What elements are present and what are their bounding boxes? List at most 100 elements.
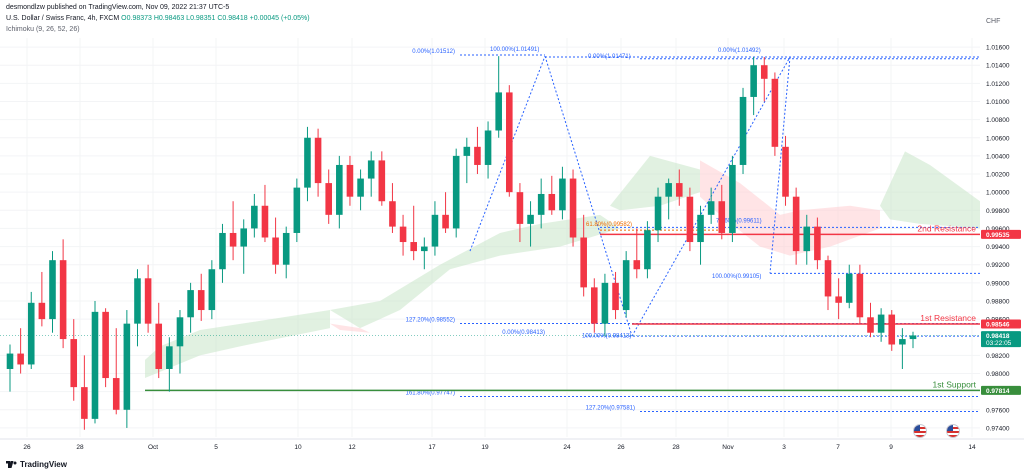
price-tick-label: 0.97600 bbox=[986, 407, 1010, 414]
price-axis: 1.01600 1.01400 1.01200 1.01000 1.00800 1.006… bbox=[980, 0, 1024, 475]
indicator-legend[interactable]: Ichimoku (9, 26, 52, 26) bbox=[6, 26, 80, 33]
price-tick-label: 0.99600 bbox=[986, 226, 1010, 233]
ohlc-open: O0.98373 bbox=[121, 15, 152, 22]
candle-body bbox=[304, 137, 311, 188]
candle-body bbox=[272, 237, 279, 265]
candle-body bbox=[803, 226, 811, 252]
chart-grid bbox=[0, 38, 980, 437]
time-tick-label: 7 bbox=[836, 444, 840, 451]
candle-body bbox=[410, 242, 417, 252]
price-tick-label: 0.98000 bbox=[986, 371, 1010, 378]
candle-body bbox=[644, 230, 651, 270]
candle-body bbox=[208, 269, 216, 311]
candle-body bbox=[665, 183, 672, 197]
candle-body bbox=[686, 196, 694, 243]
cloud-segment-bull bbox=[880, 151, 980, 229]
candle-body bbox=[399, 226, 407, 243]
symbol-legend[interactable]: U.S. Dollar / Swiss Franc, 4h, FXCM O0.9… bbox=[6, 15, 310, 22]
candle-body bbox=[367, 160, 375, 179]
time-tick-label: 17 bbox=[428, 444, 436, 451]
time-tick-label: 19 bbox=[481, 444, 489, 451]
price-tag-label: 0.98418 bbox=[986, 333, 1010, 340]
price-tick-label: 0.99200 bbox=[986, 262, 1010, 269]
candle-body bbox=[856, 273, 864, 318]
candle-body bbox=[675, 183, 683, 197]
candle-body bbox=[591, 287, 598, 324]
candle-body bbox=[102, 311, 109, 379]
fib-trend-line bbox=[769, 56, 791, 274]
us-flag-icon[interactable] bbox=[913, 424, 927, 438]
time-tick-label: 28 bbox=[672, 444, 680, 451]
candle-body bbox=[909, 335, 917, 340]
candle-body bbox=[707, 201, 715, 215]
fib-label: 100.00%(0.99105) bbox=[712, 274, 761, 280]
candle-body bbox=[654, 196, 662, 231]
candle-body bbox=[336, 164, 343, 215]
price-tick-label: 1.01400 bbox=[986, 63, 1010, 70]
candle-body bbox=[622, 260, 630, 311]
fib-label: 100.00%(0.98413) bbox=[582, 334, 631, 340]
candle-body bbox=[877, 314, 885, 333]
time-tick-label: 9 bbox=[889, 444, 893, 451]
price-tick-label: 0.98200 bbox=[986, 353, 1010, 360]
candle-body bbox=[474, 146, 481, 165]
cloud-segment-bear bbox=[330, 323, 370, 333]
candle-body bbox=[452, 155, 460, 229]
candle-body bbox=[516, 192, 524, 224]
time-tick-label: 5 bbox=[214, 444, 218, 451]
time-axis: 26 28 Oct 5 10 12 17 19 24 26 28 Nov 3 7 9 14 bbox=[0, 438, 1024, 451]
symbol-name[interactable]: U.S. Dollar / Swiss Franc, 4h, FXCM bbox=[6, 15, 120, 22]
price-tag-countdown: 03:22:05 bbox=[986, 340, 1012, 347]
time-tick-label: 14 bbox=[968, 444, 976, 451]
support-resistance-levels: 2nd Resistance 1st Resistance 1st Support bbox=[0, 223, 980, 392]
time-tick-label: 24 bbox=[563, 444, 571, 451]
candle-body bbox=[750, 65, 757, 97]
candle-body bbox=[888, 314, 896, 345]
candle-body bbox=[197, 290, 205, 311]
published-by-text: desmondlzw published on TradingView.com,… bbox=[6, 4, 230, 11]
fib-label: 0.00%(0.98413) bbox=[502, 330, 545, 336]
fib-label: 127.20%(0.97581) bbox=[586, 406, 635, 412]
candle-body bbox=[824, 260, 832, 297]
ichimoku-cloud bbox=[145, 151, 980, 379]
ohlc-high: H0.98463 bbox=[153, 15, 185, 22]
candle-body bbox=[251, 205, 258, 229]
price-tick-label: 0.99400 bbox=[986, 244, 1010, 251]
candle-body bbox=[346, 164, 354, 197]
ohlc-close: C0.98418 bbox=[217, 15, 248, 22]
candle-body bbox=[792, 196, 800, 252]
ohlc-change: +0.00045 (+0.05%) bbox=[249, 15, 310, 22]
candle-body bbox=[38, 302, 46, 320]
time-tick-label: 10 bbox=[294, 444, 302, 451]
candle-body bbox=[166, 346, 173, 369]
candle-body bbox=[601, 282, 609, 324]
candle-body bbox=[357, 178, 364, 197]
candle-body bbox=[187, 290, 194, 318]
price-tag bbox=[981, 229, 1021, 239]
ohlc-low: L0.98351 bbox=[186, 15, 216, 22]
fib-label: 78.60%(0.99611) bbox=[716, 219, 762, 225]
candle-body bbox=[580, 237, 587, 288]
candle-body bbox=[282, 232, 290, 265]
candle-body bbox=[325, 183, 332, 215]
cloud-segment-bull bbox=[145, 310, 330, 379]
candle-body bbox=[463, 146, 471, 156]
tradingview-logo[interactable]: TradingView bbox=[6, 460, 67, 469]
time-tick-label: Oct bbox=[148, 444, 158, 451]
candle-body bbox=[845, 273, 853, 303]
candle-body bbox=[760, 65, 768, 79]
candlestick-series bbox=[6, 56, 917, 430]
price-tick-label: 1.00400 bbox=[986, 153, 1010, 160]
tradingview-logo-icon bbox=[6, 461, 17, 468]
candle-body bbox=[537, 193, 545, 215]
us-flag-icon[interactable] bbox=[946, 424, 960, 438]
level-label: 2nd Resistance bbox=[917, 223, 976, 233]
candle-body bbox=[633, 260, 641, 270]
time-tick-label: Nov bbox=[722, 444, 734, 451]
price-tick-label: 0.97400 bbox=[986, 425, 1010, 432]
candle-body bbox=[144, 278, 152, 324]
candle-body bbox=[389, 201, 396, 227]
price-tag-label: 0.98546 bbox=[986, 322, 1010, 329]
candle-body bbox=[314, 137, 322, 184]
